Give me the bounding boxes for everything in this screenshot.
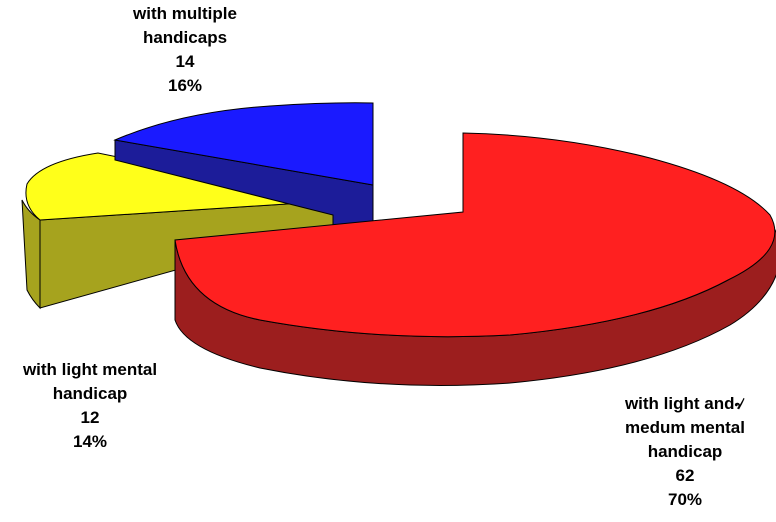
label-line: handicap — [647, 442, 723, 461]
label-value: 12 — [80, 408, 100, 427]
label-percent: 14% — [72, 432, 108, 451]
label-value: 62 — [675, 466, 695, 485]
label-line: with multiple — [133, 4, 237, 23]
data-label-light-mental-handicap: with light mental handicap 12 14% — [0, 358, 180, 454]
slice-multiple-handicaps — [113, 102, 374, 227]
data-label-light-medium-mental-handicap: with light and৵ medum mental handicap 62… — [585, 392, 776, 512]
slice-light-medium-mental-handicap-top — [174, 132, 776, 338]
label-percent: 70% — [667, 490, 703, 509]
label-value: 14 — [175, 52, 195, 71]
label-line: with light and৵ — [624, 394, 746, 413]
slice-multiple-handicaps-top — [113, 102, 374, 186]
slice-light-mental-handicap-side — [21, 199, 41, 310]
label-percent: 16% — [167, 76, 203, 95]
label-line: with light mental — [22, 360, 158, 379]
label-line: medum mental — [625, 418, 745, 437]
data-label-multiple-handicaps: with multiple handicaps 14 16% — [95, 2, 275, 98]
label-line: handicaps — [142, 28, 228, 47]
slice-light-mental-handicap-top — [25, 152, 334, 221]
label-line: handicap — [52, 384, 128, 403]
slice-light-medium-mental-handicap — [174, 132, 776, 386]
